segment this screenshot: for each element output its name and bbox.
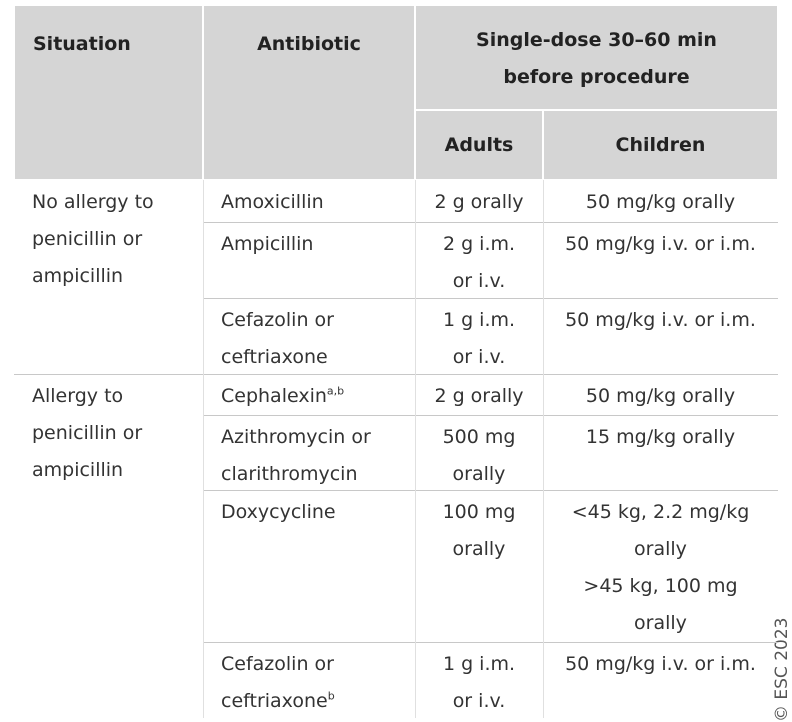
- situation-cell: Allergy to penicillin or ampicillin: [14, 374, 203, 718]
- superscript: b: [327, 689, 335, 703]
- cell-line: Cefazolin or: [221, 309, 334, 331]
- adults-cell: 100 mg orally: [415, 490, 543, 642]
- cell-line: 1 g i.m.: [442, 309, 516, 331]
- cell-line: 15 mg/kg orally: [585, 426, 736, 448]
- antibiotic-cell: Amoxicillin: [203, 180, 415, 222]
- cell-line: 500 mg: [442, 426, 516, 448]
- column-divider: [203, 180, 204, 718]
- cell-line: penicillin or: [32, 422, 143, 444]
- children-cell: 15 mg/kg orally: [543, 415, 778, 490]
- cell-line: 100 mg: [442, 501, 516, 523]
- cell-line: Cefazolin or: [221, 653, 334, 675]
- cell-line: Doxycycline: [221, 501, 336, 523]
- cell-line: ampicillin: [32, 459, 124, 481]
- cell-line: <45 kg, 2.2 mg/kg: [571, 501, 750, 523]
- row-divider: [203, 642, 778, 643]
- cell-line: >45 kg, 100 mg: [583, 575, 738, 597]
- group-divider: [14, 374, 778, 375]
- cell-line: 50 mg/kg orally: [585, 385, 736, 407]
- antibiotic-cell: Cefazolin or ceftriaxoneb: [203, 642, 415, 718]
- cell-line: Cephalexina,b: [221, 384, 345, 407]
- header-cell: Antibiotic: [203, 5, 415, 180]
- adults-cell: 2 g orally: [415, 180, 543, 222]
- adults-cell: 500 mg orally: [415, 415, 543, 490]
- cell-line: 50 mg/kg i.v. or i.m.: [565, 233, 756, 255]
- situation-cell: No allergy to penicillin or ampicillin: [14, 180, 203, 374]
- header-cell: Single-dose 30–60 min before procedure: [415, 5, 778, 110]
- antibiotic-cell: Ampicillin: [203, 222, 415, 298]
- cell-line: penicillin or: [32, 228, 143, 250]
- cell-line: or i.v.: [452, 270, 506, 292]
- row-divider: [203, 298, 778, 299]
- cell-line: orally: [634, 612, 687, 634]
- cell-line: 2 g orally: [434, 385, 524, 407]
- cell-line: clarithromycin: [221, 463, 358, 485]
- row-divider: [203, 490, 778, 491]
- cell-line: Azithromycin or: [221, 426, 371, 448]
- adults-cell: 1 g i.m. or i.v.: [415, 298, 543, 374]
- cell-line: Amoxicillin: [221, 191, 324, 213]
- cell-line: 2 g orally: [434, 191, 524, 213]
- header-cell: Adults: [415, 110, 543, 180]
- header-text: before procedure: [503, 66, 690, 88]
- cell-line: orally: [452, 538, 506, 560]
- cell-line: 1 g i.m.: [442, 653, 516, 675]
- row-divider: [203, 222, 778, 223]
- superscript: a,b: [326, 384, 345, 398]
- antibiotic-cell: Doxycycline: [203, 490, 415, 642]
- header-text: Situation: [33, 33, 131, 55]
- cell-line: 2 g i.m.: [442, 233, 516, 255]
- children-cell: <45 kg, 2.2 mg/kg orally >45 kg, 100 mg ora…: [543, 490, 778, 642]
- children-cell: 50 mg/kg orally: [543, 374, 778, 415]
- adults-cell: 1 g i.m. or i.v.: [415, 642, 543, 718]
- cell-line: Ampicillin: [221, 233, 314, 255]
- cell-line: Allergy to: [32, 385, 124, 407]
- antibiotic-cell: Azithromycin or clarithromycin: [203, 415, 415, 490]
- cell-line: 50 mg/kg i.v. or i.m.: [565, 653, 756, 675]
- cell-line: 50 mg/kg orally: [585, 191, 736, 213]
- children-cell: 50 mg/kg i.v. or i.m.: [543, 298, 778, 374]
- cell-line: or i.v.: [452, 690, 506, 712]
- cell-line: or i.v.: [452, 346, 506, 368]
- header-cell: Situation: [14, 5, 203, 180]
- adults-cell: 2 g orally: [415, 374, 543, 415]
- header-text: Adults: [444, 134, 514, 156]
- children-cell: 50 mg/kg i.v. or i.m.: [543, 642, 778, 718]
- header-text: Single-dose 30–60 min: [476, 29, 717, 51]
- cell-line: 50 mg/kg i.v. or i.m.: [565, 309, 756, 331]
- header-cell: Children: [543, 110, 778, 180]
- column-divider: [543, 180, 544, 718]
- children-cell: 50 mg/kg orally: [543, 180, 778, 222]
- header-text: Children: [615, 134, 706, 156]
- row-divider: [203, 415, 778, 416]
- column-divider: [415, 180, 416, 718]
- cell-line: orally: [634, 538, 687, 560]
- cell-line: orally: [452, 463, 506, 485]
- antibiotic-cell: Cefazolin or ceftriaxone: [203, 298, 415, 374]
- cell-line: ceftriaxone: [221, 346, 328, 368]
- adults-cell: 2 g i.m. or i.v.: [415, 222, 543, 298]
- cell-line: No allergy to: [32, 191, 154, 213]
- antibiotic-cell: Cephalexina,b: [203, 374, 415, 415]
- children-cell: 50 mg/kg i.v. or i.m.: [543, 222, 778, 298]
- header-text: Antibiotic: [257, 33, 361, 55]
- cell-line: ampicillin: [32, 265, 124, 287]
- cell-line: ceftriaxoneb: [221, 689, 335, 712]
